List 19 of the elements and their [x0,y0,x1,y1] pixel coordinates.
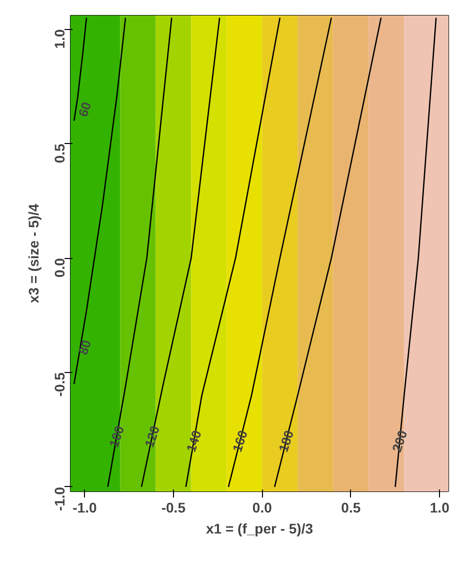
x-tick-label: 1.0 [430,500,450,516]
text: 160 [229,428,251,454]
y-tick-label: 0.0 [52,258,68,278]
y-tick-label: 0.5 [52,143,68,164]
text: 60 [75,100,94,119]
x-tick-label: -0.5 [161,500,186,516]
x-tick-label: 0.0 [252,500,272,516]
x-axis-title: x1 = (f_per - 5)/3 [206,520,314,536]
text: 180 [276,428,297,454]
text: 100 [106,424,128,450]
text: 120 [142,424,163,450]
x-tick-label: 0.5 [341,500,361,516]
y-tick-label: 1.0 [52,29,68,49]
text: 200 [389,428,410,454]
text: 80 [75,338,94,357]
y-tick-label: -0.5 [52,372,68,397]
y-axis-title: x3 = (size - 5)/4 [26,204,42,304]
x-tick-label: -1.0 [72,500,97,516]
text: 140 [183,428,204,454]
